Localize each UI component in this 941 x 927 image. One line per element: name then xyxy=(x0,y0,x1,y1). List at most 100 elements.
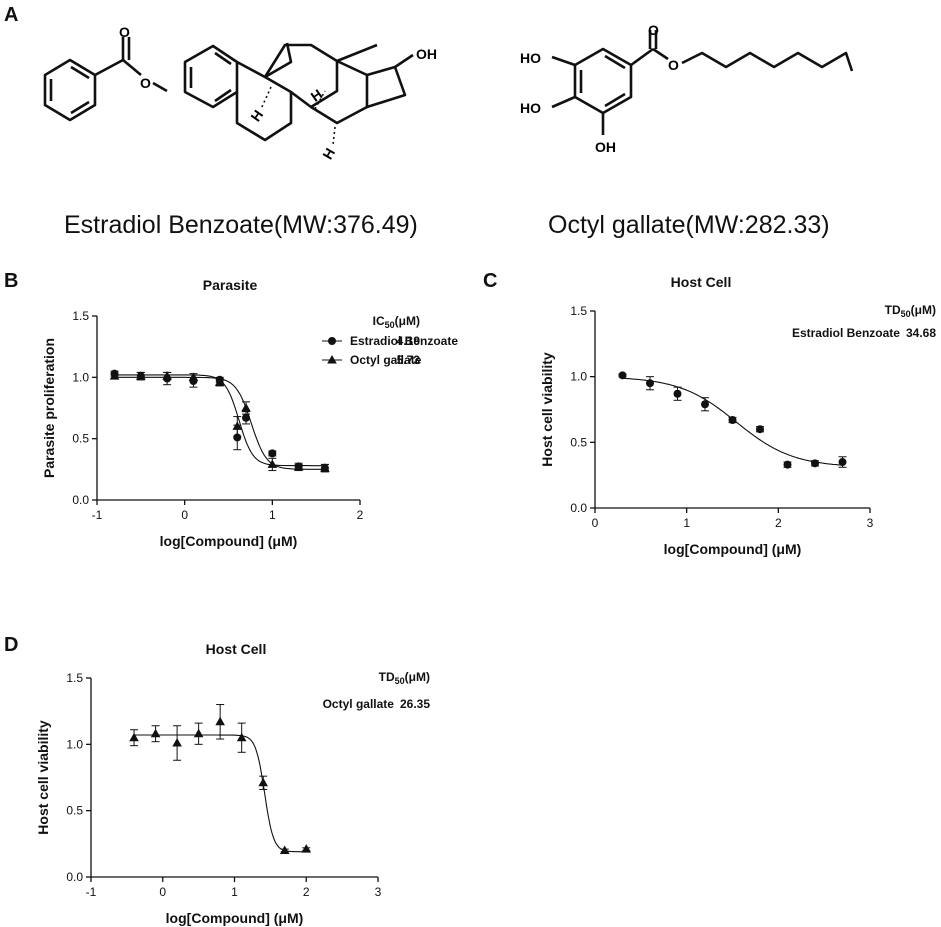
chart-b-series-estradiol-benzoate-point xyxy=(268,449,277,458)
chart-c-series-estradiol-benzoate-point xyxy=(728,416,737,425)
chart-b-series-octyl-gallate-fit-curve xyxy=(114,376,325,470)
chart-c-y-tick-label: 1.5 xyxy=(570,304,587,318)
chart-b-series-octyl-gallate-point xyxy=(214,377,225,386)
svg-text:HO: HO xyxy=(520,50,541,66)
chart-d-x-tick-label: 1 xyxy=(231,885,238,899)
host-cell-viability-chart-octyl: Host Cell 0.0 0.5 1.0 1.5 -1 0 1 2 3 log[Compound]… xyxy=(35,641,430,926)
chart-b-y-tick-label: 0.0 xyxy=(72,493,89,507)
chart-d-series-octyl-gallate-point xyxy=(236,732,247,742)
octyl-gallate-caption: Octyl gallate(MW:282.33) xyxy=(548,211,830,239)
chart-d-legend-header: TD50(μM) xyxy=(379,670,430,686)
svg-text:HO: HO xyxy=(520,100,541,116)
chart-b-title: Parasite xyxy=(203,277,258,293)
chart-c-x-label: log[Compound] (μM) xyxy=(664,541,802,557)
chart-d-series-octyl-gallate-fit-curve xyxy=(134,734,307,853)
chart-b-y-tick-label: 0.5 xyxy=(72,432,89,446)
chart-d-series-octyl-gallate-point xyxy=(129,732,139,742)
parasite-proliferation-chart: Parasite 0.0 0.5 1.0 1.5 -1 0 1 2 log[Compound] (… xyxy=(41,277,458,549)
panel-label-a: A xyxy=(4,4,19,26)
chart-b-legend-marker-octyl-gallate xyxy=(327,355,337,364)
chart-b-series-octyl-gallate-point xyxy=(267,459,278,468)
chart-b-legend-value-estradiol-benzoate: 4.19 xyxy=(397,334,421,348)
chart-b-legend-marker-estradiol-benzoate xyxy=(328,337,336,345)
chart-b-y-tick-label: 1.0 xyxy=(72,370,89,384)
svg-text:OH: OH xyxy=(595,139,616,155)
svg-text:O: O xyxy=(668,57,679,73)
chart-d-series-octyl-gallate-point xyxy=(279,845,290,854)
chart-c-x-tick-label: 3 xyxy=(867,516,874,530)
chart-b-legend-label-octyl-gallate: Octyl gallate xyxy=(350,353,422,367)
chart-b-y-tick-label: 1.5 xyxy=(72,309,89,323)
svg-text:OH: OH xyxy=(416,46,437,62)
chart-d-legend-value-octyl-gallate: 26.35 xyxy=(400,697,430,711)
chart-b-legend-value-octyl-gallate: 5.73 xyxy=(397,353,421,367)
estradiol-benzoate-structure: O O OH H H H xyxy=(43,25,437,162)
svg-text:H: H xyxy=(247,107,266,124)
chart-c-series-estradiol-benzoate-point xyxy=(646,379,654,388)
chart-c-title: Host Cell xyxy=(671,274,732,290)
chart-d-y-tick-label: 0.0 xyxy=(66,870,83,884)
chart-c-y-tick-label: 0.0 xyxy=(570,501,587,515)
chart-d-series-octyl-gallate-point xyxy=(150,728,161,738)
chart-c-legend-label-estradiol-benzoate: Estradiol Benzoate xyxy=(792,326,900,340)
chart-c-x-tick-label: 1 xyxy=(683,516,690,530)
chart-c-y-tick-label: 1.0 xyxy=(570,370,587,384)
svg-text:H: H xyxy=(308,86,325,105)
chart-b-series-octyl-gallate-point xyxy=(188,372,199,381)
chart-b-series-octyl-gallate-point xyxy=(136,371,146,380)
chart-b-series-octyl-gallate-point xyxy=(162,371,172,380)
svg-text:O: O xyxy=(648,25,659,38)
chart-b-x-tick-label: -1 xyxy=(92,508,103,522)
chart-c-series-estradiol-benzoate-point xyxy=(756,425,764,434)
chart-d-x-label: log[Compound] (μM) xyxy=(166,910,304,926)
octyl-gallate-structure: O O HO HO OH xyxy=(520,25,854,155)
chart-d-legend-label-octyl-gallate: Octyl gallate xyxy=(323,697,395,711)
chart-b-series-estradiol-benzoate-point xyxy=(233,433,242,442)
chart-b-y-label: Parasite proliferation xyxy=(41,338,57,478)
chart-b-series-estradiol-benzoate-point xyxy=(242,413,251,422)
estradiol-benzoate-caption: Estradiol Benzoate(MW:376.49) xyxy=(64,211,418,239)
chart-b-series-octyl-gallate-point xyxy=(232,421,243,430)
chart-b-legend-header: IC50(μM) xyxy=(373,314,420,330)
chart-b-series-octyl-gallate-point xyxy=(241,403,251,412)
chart-c-series-estradiol-benzoate-point xyxy=(673,389,682,398)
chart-c-x-tick-label: 0 xyxy=(592,516,599,530)
chart-b-legend-label-estradiol-benzoate: Estradiol Benzoate xyxy=(350,334,458,348)
chart-c-series-estradiol-benzoate-point xyxy=(838,458,847,467)
chart-c-x-tick-label: 2 xyxy=(775,516,782,530)
chart-d-series-octyl-gallate-point xyxy=(193,728,204,738)
chart-c-y-tick-label: 0.5 xyxy=(570,435,587,449)
chart-b-series-octyl-gallate-point xyxy=(320,463,330,472)
chart-d-series-octyl-gallate-point xyxy=(172,738,182,747)
chart-b-x-tick-label: 0 xyxy=(181,508,188,522)
panel-label-b: B xyxy=(4,270,19,292)
chart-d-series-octyl-gallate-point xyxy=(301,844,312,853)
svg-text:H: H xyxy=(319,145,338,162)
panel-label-d: D xyxy=(4,634,19,656)
chart-b-series-estradiol-benzoate-fit-curve xyxy=(114,374,325,467)
chart-d-title: Host Cell xyxy=(206,641,267,657)
chart-c-legend-header: TD50(μM) xyxy=(885,303,936,319)
chart-d-y-label: Host cell viability xyxy=(35,720,51,835)
chart-d-series-octyl-gallate-point xyxy=(215,716,225,726)
chart-d-y-tick-label: 1.0 xyxy=(66,737,83,751)
chart-c-legend-value-estradiol-benzoate: 34.68 xyxy=(906,326,936,340)
chart-b-x-tick-label: 2 xyxy=(357,508,364,522)
svg-text:O: O xyxy=(119,25,130,40)
chart-c-series-estradiol-benzoate-point xyxy=(783,460,792,469)
chart-d-series-octyl-gallate-point xyxy=(258,777,268,787)
chart-c-series-estradiol-benzoate-point xyxy=(811,459,819,468)
chart-d-x-tick-label: 3 xyxy=(375,885,382,899)
chart-b-x-tick-label: 1 xyxy=(269,508,276,522)
chart-b-x-label: log[Compound] (μM) xyxy=(160,533,298,549)
chart-d-y-tick-label: 0.5 xyxy=(66,804,83,818)
chart-d-x-tick-label: 2 xyxy=(303,885,310,899)
chart-c-series-estradiol-benzoate-point xyxy=(618,371,627,380)
svg-text:O: O xyxy=(140,75,151,91)
chart-d-x-tick-label: -1 xyxy=(86,885,97,899)
chart-c-y-label: Host cell viability xyxy=(539,352,555,467)
chart-d-x-tick-label: 0 xyxy=(159,885,166,899)
chart-b-series-octyl-gallate-point xyxy=(109,371,120,380)
host-cell-viability-chart-estradiol: Host Cell 0.0 0.5 1.0 1.5 0 1 2 3 log[Compound] (… xyxy=(539,274,936,557)
chart-b-series-octyl-gallate-point xyxy=(293,461,304,471)
